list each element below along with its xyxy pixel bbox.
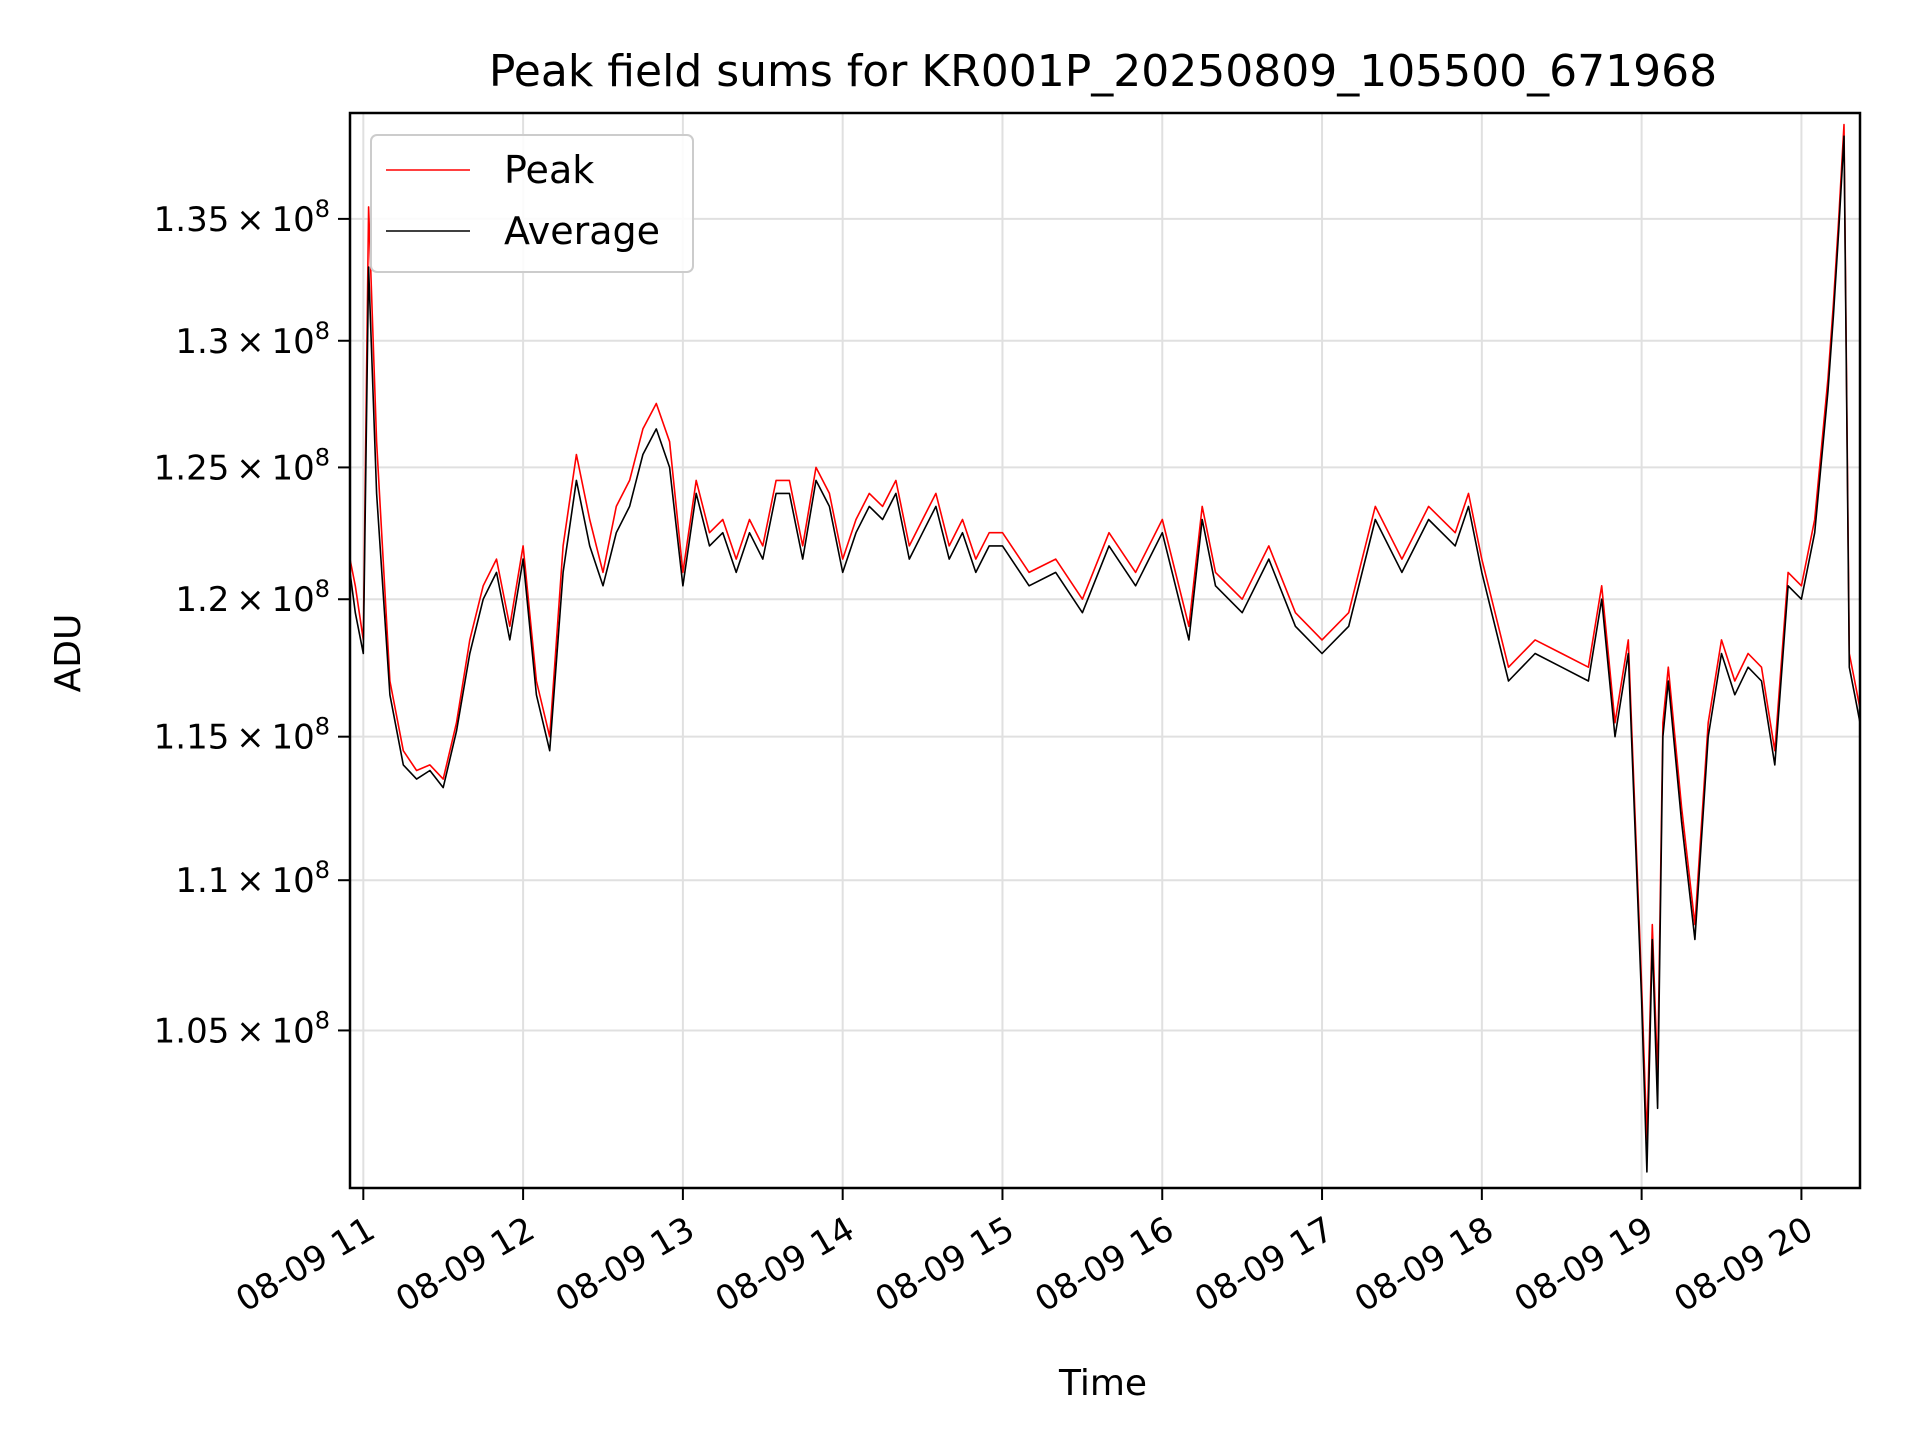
grid: [350, 113, 1860, 1188]
y-tick-label: 1.2 × 108: [175, 575, 330, 620]
y-axis-label: ADU: [48, 614, 89, 693]
legend-peak-label: Peak: [504, 148, 594, 192]
y-tick-label: 1.3 × 108: [175, 317, 330, 362]
series-line-average: [349, 135, 1861, 1173]
chart-title: Peak field sums for KR001P_20250809_1055…: [489, 46, 1717, 97]
y-tick-label: 1.05 × 108: [154, 1006, 330, 1051]
plot-lines: [349, 123, 1861, 1173]
y-tick-label: 1.1 × 108: [175, 856, 330, 901]
y-tick-label: 1.35 × 108: [154, 195, 330, 240]
legend-average-label: Average: [504, 209, 660, 253]
series-line-peak: [349, 123, 1861, 1141]
y-tick-label: 1.25 × 108: [154, 443, 330, 488]
y-axis-ticks: 1.05 × 108 1.1 × 108 1.15 × 108 1.2 × 108 1.…: [154, 195, 350, 1051]
legend: Peak Average: [370, 134, 694, 273]
y-tick-label: 1.15 × 108: [154, 713, 330, 758]
plot-frame: [348, 111, 1862, 1190]
x-axis-label: Time: [1058, 1363, 1147, 1404]
